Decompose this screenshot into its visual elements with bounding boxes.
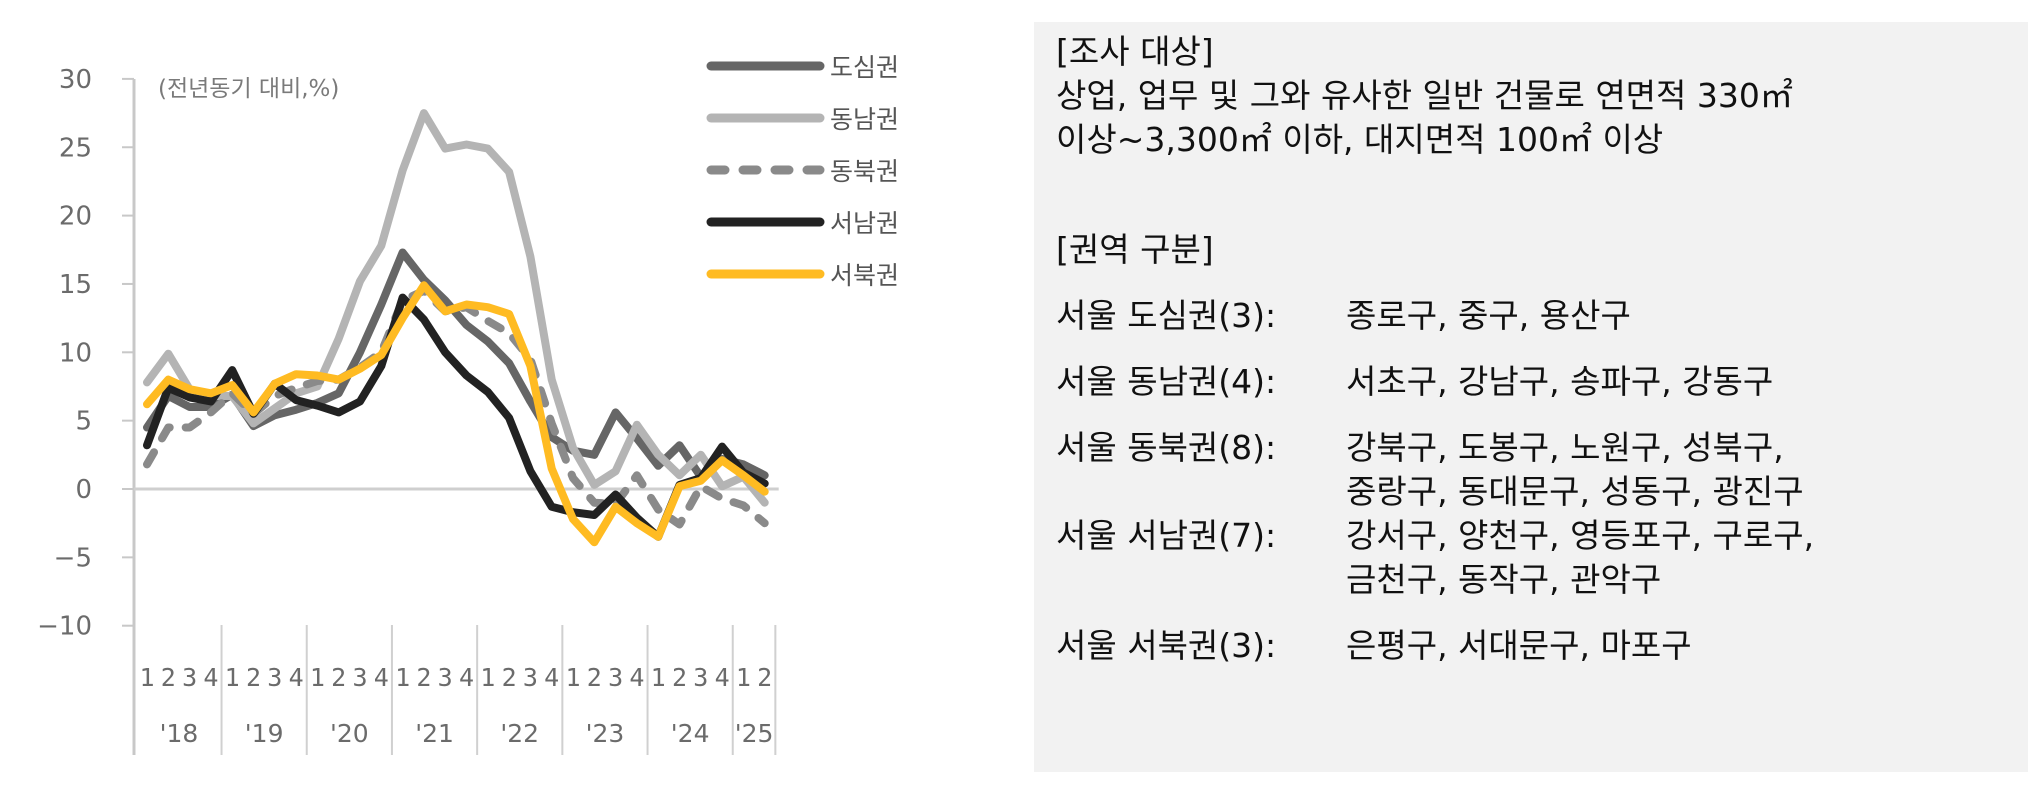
x-tick-year: '22 — [500, 719, 539, 748]
x-tick-year: '24 — [671, 719, 710, 748]
y-tick-label: 25 — [59, 133, 92, 163]
y-tick-label: −5 — [54, 543, 92, 573]
survey-description-line-2: 이상~3,300㎡ 이하, 대지면적 100㎡ 이상 — [1056, 120, 1664, 159]
region-districts: 중랑구, 동대문구, 성동구, 광진구 — [1346, 472, 1804, 511]
survey-description-line-1: 상업, 업무 및 그와 유사한 일반 건물로 연면적 330㎡ — [1056, 76, 1793, 115]
x-tick-quarter: 3 — [693, 663, 708, 692]
region-row-dosim: 서울 도심권(3): 종로구, 중구, 용산구 — [1056, 294, 2028, 338]
x-tick-quarter: 4 — [374, 663, 389, 692]
x-tick-year: '25 — [735, 719, 774, 748]
legend-label: 동북권 — [830, 157, 899, 186]
region-districts: 은평구, 서대문구, 마포구 — [1346, 626, 1692, 665]
x-tick-quarter: 4 — [544, 663, 559, 692]
x-tick-quarter: 2 — [502, 663, 517, 692]
x-tick-quarter: 2 — [416, 663, 431, 692]
unit-label: (전년동기 대비,%) — [158, 76, 339, 102]
series-line — [143, 286, 769, 529]
x-tick-year: '21 — [415, 719, 454, 748]
y-tick-label: 10 — [59, 338, 92, 368]
legend-label: 서북권 — [830, 261, 899, 290]
region-row-dongnam: 서울 동남권(4): 서초구, 강남구, 송파구, 강동구 — [1056, 360, 2028, 404]
region-label: 서울 서남권(7): — [1056, 516, 1277, 555]
region-heading: [권역 구분] — [1056, 230, 1214, 269]
x-tick-quarter: 1 — [310, 663, 325, 692]
x-tick-quarter: 1 — [480, 663, 495, 692]
x-tick-quarter: 1 — [565, 663, 580, 692]
region-districts: 강서구, 양천구, 영등포구, 구로구, — [1346, 516, 1815, 555]
y-tick-label: 30 — [59, 65, 92, 95]
x-tick-quarter: 1 — [225, 663, 240, 692]
region-row-seobuk: 서울 서북권(3): 은평구, 서대문구, 마포구 — [1056, 624, 2028, 668]
x-tick-quarter: 4 — [459, 663, 474, 692]
x-tick-quarter: 2 — [672, 663, 687, 692]
region-districts: 금천구, 동작구, 관악구 — [1346, 560, 1662, 599]
y-tick-label: 15 — [59, 270, 92, 300]
x-tick-quarter: 2 — [757, 663, 772, 692]
x-tick-quarter: 2 — [246, 663, 261, 692]
y-tick-label: 0 — [75, 475, 92, 505]
series-line — [143, 109, 769, 507]
y-tick-label: 20 — [59, 202, 92, 232]
y-tick-label: −10 — [37, 612, 92, 642]
info-panel: [조사 대상] 상업, 업무 및 그와 유사한 일반 건물로 연면적 330㎡ … — [1034, 22, 2028, 772]
x-tick-quarter: 3 — [267, 663, 282, 692]
x-tick-quarter: 3 — [608, 663, 623, 692]
x-tick-quarter: 2 — [587, 663, 602, 692]
x-tick-quarter: 4 — [715, 663, 730, 692]
x-tick-quarter: 2 — [161, 663, 176, 692]
x-tick-quarter: 1 — [395, 663, 410, 692]
x-tick-quarter: 1 — [736, 663, 751, 692]
legend-label: 도심권 — [830, 53, 899, 82]
legend-label: 서남권 — [830, 209, 899, 238]
x-tick-quarter: 2 — [331, 663, 346, 692]
y-tick-label: 5 — [75, 407, 92, 437]
legend-label: 동남권 — [830, 105, 899, 134]
series-line — [143, 281, 769, 547]
region-label: 서울 동남권(4): — [1056, 362, 1277, 401]
x-tick-quarter: 3 — [182, 663, 197, 692]
x-tick-quarter: 4 — [629, 663, 644, 692]
x-tick-year: '19 — [245, 719, 284, 748]
x-tick-year: '18 — [160, 719, 199, 748]
region-districts: 종로구, 중구, 용산구 — [1346, 296, 1631, 335]
region-row-seonam: 서울 서남권(7): 강서구, 양천구, 영등포구, 구로구, 금천구, 동작구… — [1056, 514, 2028, 602]
x-tick-quarter: 4 — [289, 663, 304, 692]
region-label: 서울 도심권(3): — [1056, 296, 1277, 335]
x-tick-quarter: 3 — [523, 663, 538, 692]
region-row-dongbuk: 서울 동북권(8): 강북구, 도봉구, 노원구, 성북구, 중랑구, 동대문구… — [1056, 426, 2028, 514]
region-districts: 서초구, 강남구, 송파구, 강동구 — [1346, 362, 1774, 401]
x-tick-quarter: 3 — [352, 663, 367, 692]
series-lines — [143, 109, 769, 547]
region-label: 서울 서북권(3): — [1056, 626, 1277, 665]
line-chart: 30 25 20 15 10 5 0 −5 −10 1 2 3 4'18 1 2 3 4'19 1 2 3 4'20 1… — [37, 53, 899, 755]
x-tick-quarter: 4 — [203, 663, 218, 692]
y-axis: 30 25 20 15 10 5 0 −5 −10 — [37, 65, 779, 755]
region-label: 서울 동북권(8): — [1056, 428, 1277, 467]
survey-heading: [조사 대상] — [1056, 32, 1214, 71]
x-tick-quarter: 1 — [651, 663, 666, 692]
x-tick-quarter: 3 — [438, 663, 453, 692]
x-tick-quarter: 1 — [139, 663, 154, 692]
x-axis: 1 2 3 4'181 2 3 4'191 2 3 4'201 2 3 4'211 2 3 4'221 2 3 4'… — [139, 625, 777, 755]
x-tick-year: '20 — [330, 719, 369, 748]
region-districts: 강북구, 도봉구, 노원구, 성북구, — [1346, 428, 1784, 467]
x-tick-year: '23 — [586, 719, 625, 748]
